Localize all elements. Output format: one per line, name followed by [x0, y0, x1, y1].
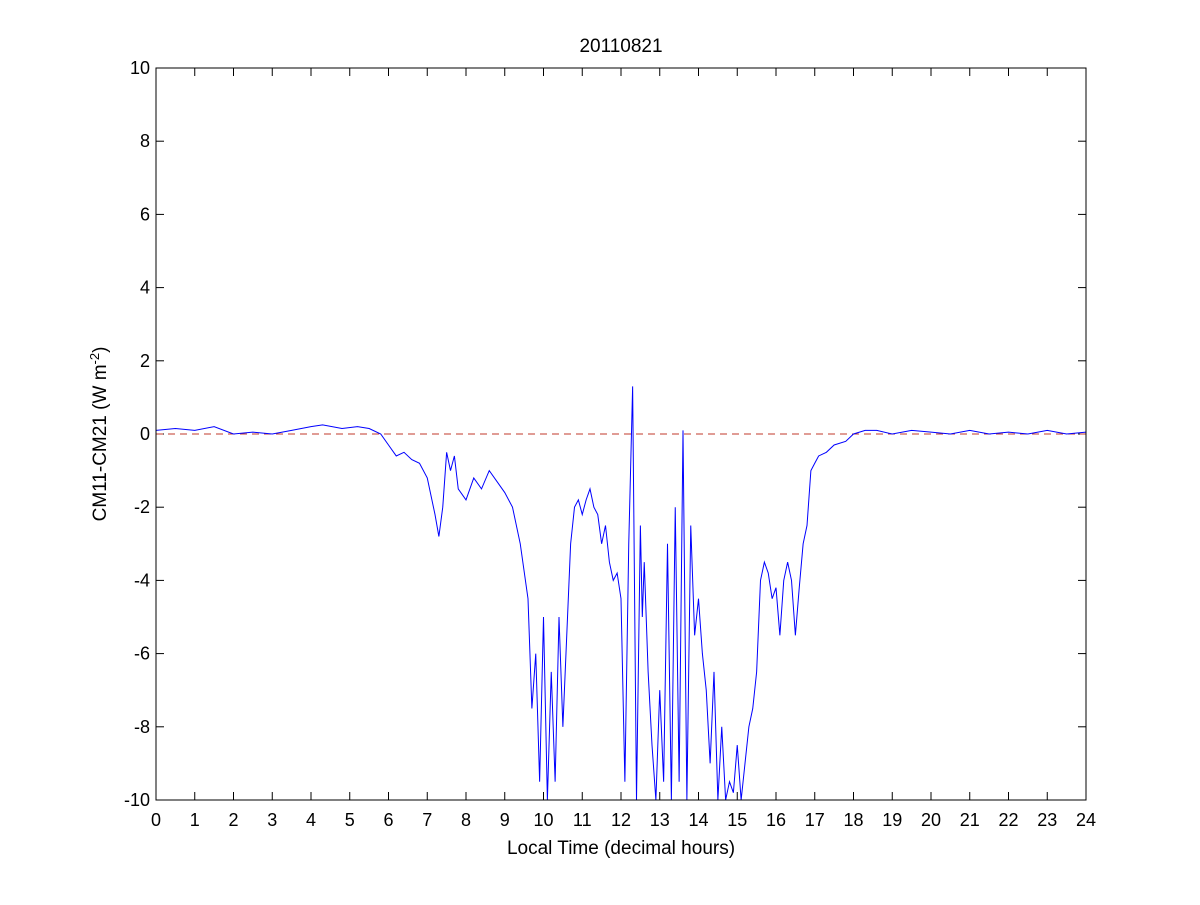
y-tick-label: 8 — [140, 131, 150, 151]
y-tick-label: 0 — [140, 424, 150, 444]
x-tick-label: 21 — [960, 810, 980, 830]
series-layer — [156, 386, 1086, 800]
x-tick-label: 16 — [766, 810, 786, 830]
x-tick-label: 17 — [805, 810, 825, 830]
x-tick-label: 11 — [573, 810, 592, 830]
x-tick-label: 22 — [998, 810, 1018, 830]
y-tick-label: -6 — [134, 644, 150, 664]
x-tick-label: 13 — [650, 810, 670, 830]
y-tick-label: -2 — [134, 497, 150, 517]
x-tick-label: 14 — [688, 810, 708, 830]
chart-title: 20110821 — [579, 36, 662, 57]
plot-frame — [155, 67, 1087, 801]
x-tick-label: 0 — [151, 810, 161, 830]
x-axis-label: Local Time (decimal hours) — [507, 838, 735, 859]
x-tick-label: 3 — [267, 810, 277, 830]
series-line-0 — [156, 386, 1086, 800]
y-tick-label: 6 — [140, 204, 150, 224]
y-axis-label-superscript: -2 — [87, 353, 102, 365]
x-tick-label: 4 — [306, 810, 316, 830]
x-tick-label: 15 — [727, 810, 747, 830]
x-tick-label: 19 — [882, 810, 902, 830]
x-tick-label: 7 — [422, 810, 432, 830]
y-axis-label: CM11-CM21 (W m-2) — [87, 347, 112, 522]
x-tick-label: 6 — [383, 810, 393, 830]
x-tick-label: 12 — [611, 810, 631, 830]
y-axis-label-close: ) — [90, 347, 111, 353]
x-tick-label: 10 — [533, 810, 553, 830]
x-tick-label: 2 — [228, 810, 238, 830]
x-axis-ticks: 0 1 2 3 4 5 6 7 8 9 10 11 12 13 14 15 16 17 18 19 20 21 22 23 24 — [151, 68, 1096, 830]
y-tick-label: 2 — [140, 351, 150, 371]
x-tick-label: 23 — [1037, 810, 1057, 830]
y-tick-label: -8 — [134, 717, 150, 737]
x-tick-label: 8 — [461, 810, 471, 830]
x-tick-label: 5 — [345, 810, 355, 830]
y-tick-label: 10 — [130, 58, 150, 78]
x-tick-label: 9 — [500, 810, 510, 830]
y-tick-label: 4 — [140, 278, 150, 298]
y-tick-label: -4 — [134, 570, 150, 590]
y-axis-ticks: -10 -8 -6 -4 -2 0 2 4 6 8 10 — [124, 58, 1086, 810]
x-tick-label: 1 — [190, 810, 200, 830]
y-tick-label: -10 — [124, 790, 150, 810]
y-axis-label-base: CM11-CM21 (W m — [90, 364, 111, 521]
x-tick-label: 24 — [1076, 810, 1096, 830]
x-tick-label: 20 — [921, 810, 941, 830]
x-tick-label: 18 — [843, 810, 863, 830]
